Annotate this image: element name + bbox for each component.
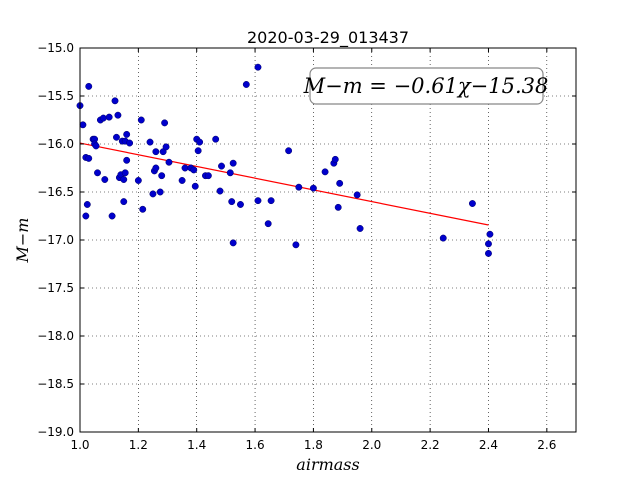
fit-line-group (79, 142, 489, 226)
x-axis-label: airmass (296, 455, 359, 474)
data-point (101, 176, 109, 183)
data-point (267, 197, 275, 205)
data-point (161, 119, 169, 127)
fit-equation-box: M−m = −0.61χ−15.38 (303, 67, 549, 105)
data-point (162, 143, 170, 151)
x-tick-label: 2.0 (362, 438, 381, 452)
data-point (121, 169, 129, 177)
fit-line (79, 142, 489, 226)
data-point (439, 234, 447, 242)
y-tick-labels: −15.0 −15.5 −16.0 −16.5 −17.0 −17.5 −18.0 −18.5… (37, 41, 74, 439)
data-point (468, 200, 476, 207)
data-point (123, 130, 131, 138)
y-tick-label: −18.0 (37, 329, 74, 343)
x-tick-labels: 1.0 1.2 1.4 1.6 1.8 2.0 2.2 2.4 2.6 (70, 438, 556, 452)
data-point (356, 225, 364, 232)
data-point (353, 191, 361, 199)
data-point (486, 230, 494, 238)
x-tick-label: 2.6 (537, 438, 556, 452)
data-point (82, 212, 90, 220)
data-point (85, 82, 93, 90)
data-point (139, 205, 147, 213)
x-tick-label: 1.8 (304, 438, 323, 452)
data-point (134, 177, 142, 184)
data-point (85, 154, 93, 162)
data-point (196, 138, 204, 146)
data-point (228, 198, 236, 206)
data-point (254, 197, 262, 205)
data-point (292, 241, 300, 249)
data-point (178, 177, 186, 184)
data-point (212, 135, 220, 143)
data-point (191, 182, 199, 190)
data-point (194, 147, 202, 155)
data-point (334, 203, 342, 211)
x-tick-label: 1.6 (246, 438, 265, 452)
fit-equation-frame (309, 67, 544, 105)
data-point (264, 220, 272, 228)
data-point (120, 198, 128, 206)
data-point (108, 212, 116, 220)
y-tick-label: −17.0 (37, 233, 74, 247)
y-tick-label: −17.5 (37, 281, 74, 295)
data-point (79, 121, 87, 129)
data-point (146, 138, 154, 146)
data-point (254, 63, 262, 71)
data-point (336, 179, 344, 187)
data-point (149, 190, 157, 198)
data-point (181, 164, 189, 172)
y-tick-label: −15.5 (37, 89, 74, 103)
data-point (216, 187, 224, 195)
y-tick-label: −18.5 (37, 377, 74, 391)
data-point (229, 159, 237, 167)
data-point (309, 184, 317, 192)
data-point (126, 139, 134, 147)
data-point (158, 172, 166, 180)
data-point (190, 166, 198, 174)
data-point (152, 164, 160, 172)
data-point (218, 162, 225, 170)
axis-ticks (79, 47, 576, 433)
y-tick-label: −19.0 (37, 425, 74, 439)
y-tick-label: −16.5 (37, 185, 74, 199)
y-tick-label: −16.0 (37, 137, 74, 151)
x-tick-label: 1.2 (129, 438, 148, 452)
data-point (285, 147, 293, 155)
data-point (229, 239, 237, 247)
data-points (76, 63, 494, 257)
x-tick-label: 2.2 (421, 438, 440, 452)
chart-title: 2020-03-29_013437 (247, 28, 409, 48)
x-tick-label: 1.4 (187, 438, 206, 452)
data-point (105, 113, 113, 121)
data-point (123, 156, 131, 164)
data-point (226, 169, 234, 177)
data-point (83, 201, 91, 208)
data-point (321, 168, 329, 176)
fit-equation-text: M−m = −0.61χ−15.38 (303, 74, 549, 98)
data-point (485, 240, 492, 248)
data-point (92, 142, 100, 150)
data-point (99, 114, 107, 122)
data-point (165, 158, 173, 166)
x-tick-label: 2.4 (479, 438, 498, 452)
data-point (204, 172, 212, 180)
data-point (152, 148, 160, 156)
data-point (114, 111, 122, 119)
data-point (120, 176, 128, 183)
data-point (137, 116, 145, 124)
data-point (331, 155, 339, 163)
data-point (156, 188, 164, 196)
data-point (237, 201, 244, 208)
data-point (242, 81, 250, 88)
data-point (113, 133, 120, 141)
y-tick-label: −15.0 (37, 41, 74, 55)
data-point (295, 183, 303, 191)
data-point (485, 249, 492, 257)
y-axis-label: M−m (13, 218, 32, 264)
data-point (94, 169, 101, 177)
data-point (111, 97, 119, 105)
x-tick-label: 1.0 (70, 438, 89, 452)
